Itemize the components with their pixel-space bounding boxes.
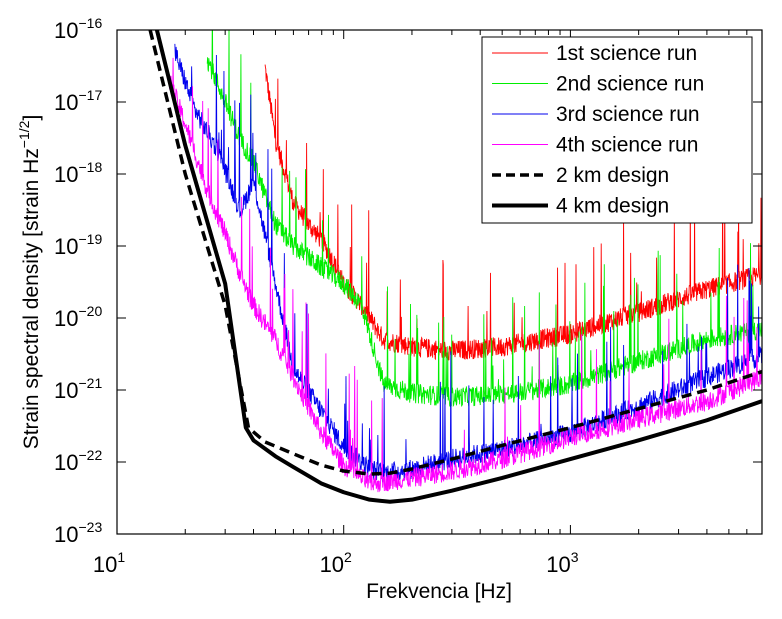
- legend-label-4-km-design: 4 km design: [556, 195, 669, 218]
- plot-frame: [116, 29, 763, 535]
- y-tick-label: 10−21: [54, 375, 102, 403]
- y-tick-exponent: −17: [78, 87, 102, 103]
- legend-box: [481, 36, 753, 224]
- y-axis-title: Strain spectral density [strain Hz−1/2]: [16, 115, 43, 450]
- x-tick-base: 10: [546, 552, 570, 577]
- legend-label-2-km-design: 2 km design: [556, 164, 669, 187]
- x-tick-label: 103: [546, 549, 578, 577]
- y-tick-label: 10−16: [54, 15, 102, 43]
- y-tick-base: 10: [54, 450, 78, 475]
- x-tick-exponent: 3: [571, 549, 579, 565]
- y-tick-base: 10: [54, 306, 78, 331]
- y-tick-label: 10−19: [54, 231, 102, 259]
- y-tick-exponent: −18: [78, 159, 102, 175]
- series-line-4th-science-run: [168, 57, 762, 493]
- legend-label-3rd-science-run: 3rd science run: [556, 103, 700, 126]
- series-layer: [148, 30, 762, 504]
- series-line-4-km-design: [154, 30, 762, 504]
- x-tick-base: 10: [93, 552, 117, 577]
- y-tick-label: 10−22: [54, 447, 102, 475]
- y-tick-base: 10: [54, 234, 78, 259]
- legend-label-4th-science-run: 4th science run: [556, 134, 698, 157]
- x-tick-label: 101: [93, 549, 125, 577]
- y-axis-title-main: Strain spectral density [strain Hz: [20, 148, 43, 449]
- y-tick-label: 10−18: [54, 159, 102, 187]
- y-axis-title-exponent: −1/2: [16, 120, 32, 148]
- x-axis-title: Frekvencia [Hz]: [366, 580, 512, 603]
- y-tick-label: 10−23: [54, 519, 102, 547]
- x-tick-exponent: 2: [344, 549, 352, 565]
- legend: 1st science run 2nd science run 3rd scienc…: [481, 36, 753, 224]
- x-tick-base: 10: [320, 552, 344, 577]
- y-tick-base: 10: [54, 162, 78, 187]
- y-tick-exponent: −16: [78, 15, 102, 31]
- series-line-2nd-science-run: [206, 30, 762, 408]
- y-tick-exponent: −22: [78, 447, 102, 463]
- y-tick-exponent: −21: [78, 375, 102, 391]
- legend-label-2nd-science-run: 2nd science run: [556, 73, 704, 96]
- y-tick-base: 10: [54, 378, 78, 403]
- legend-label-1st-science-run: 1st science run: [556, 42, 697, 65]
- y-tick-exponent: −19: [78, 231, 102, 247]
- y-tick-label: 10−20: [54, 303, 102, 331]
- y-tick-exponent: −23: [78, 519, 102, 535]
- axis-layer: 101 102 10310−1610−1710−1810−1910−2010−211…: [54, 15, 763, 577]
- y-tick-base: 10: [54, 522, 78, 547]
- y-tick-base: 10: [54, 90, 78, 115]
- x-tick-label: 102: [320, 549, 352, 577]
- y-tick-exponent: −20: [78, 303, 102, 319]
- y-tick-label: 10−17: [54, 87, 102, 115]
- x-tick-exponent: 1: [117, 549, 125, 565]
- y-axis-title-close: ]: [20, 115, 43, 121]
- y-tick-base: 10: [54, 18, 78, 43]
